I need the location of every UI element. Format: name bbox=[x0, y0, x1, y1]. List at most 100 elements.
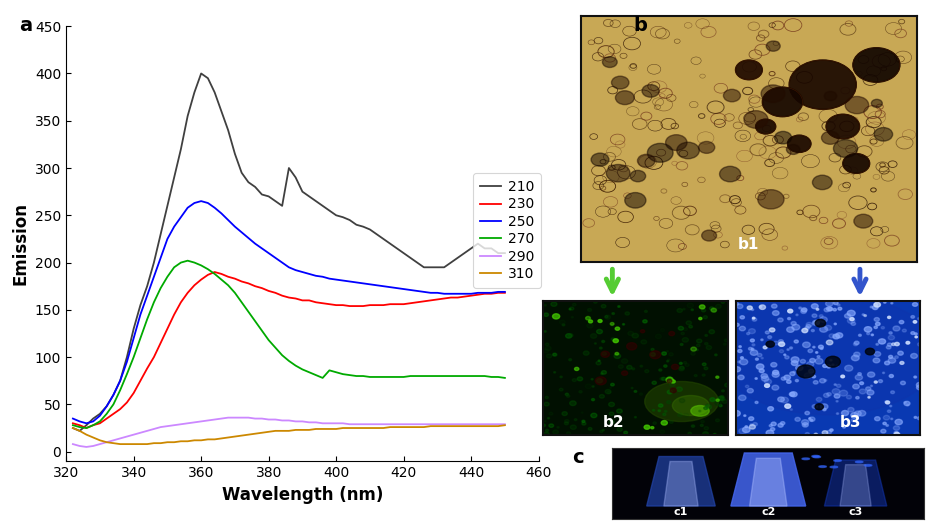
Circle shape bbox=[835, 384, 840, 387]
Circle shape bbox=[591, 153, 608, 166]
Circle shape bbox=[556, 427, 559, 428]
Circle shape bbox=[829, 466, 836, 468]
Circle shape bbox=[832, 389, 839, 394]
Circle shape bbox=[826, 307, 832, 311]
Circle shape bbox=[666, 390, 671, 394]
Circle shape bbox=[690, 352, 695, 355]
Circle shape bbox=[772, 341, 778, 345]
Circle shape bbox=[751, 318, 756, 321]
Circle shape bbox=[771, 372, 779, 377]
Circle shape bbox=[823, 379, 826, 381]
Circle shape bbox=[822, 364, 826, 367]
Circle shape bbox=[822, 408, 825, 411]
Circle shape bbox=[650, 348, 653, 351]
Circle shape bbox=[543, 349, 548, 353]
Circle shape bbox=[870, 334, 872, 336]
Circle shape bbox=[704, 334, 707, 336]
310 bbox=[67, 425, 78, 431]
Circle shape bbox=[888, 332, 891, 334]
Circle shape bbox=[777, 423, 783, 427]
Circle shape bbox=[884, 401, 887, 403]
Circle shape bbox=[581, 412, 582, 413]
Circle shape bbox=[701, 363, 705, 366]
Circle shape bbox=[712, 310, 716, 312]
Circle shape bbox=[826, 392, 831, 396]
Circle shape bbox=[657, 410, 660, 412]
Circle shape bbox=[543, 432, 548, 436]
Circle shape bbox=[686, 303, 693, 308]
Circle shape bbox=[824, 325, 831, 330]
Circle shape bbox=[785, 145, 800, 155]
Circle shape bbox=[801, 342, 809, 347]
Circle shape bbox=[559, 376, 562, 378]
Circle shape bbox=[828, 334, 834, 338]
Circle shape bbox=[744, 426, 747, 428]
Circle shape bbox=[570, 316, 573, 318]
Circle shape bbox=[788, 392, 794, 396]
Circle shape bbox=[666, 351, 667, 352]
Circle shape bbox=[850, 412, 857, 418]
Circle shape bbox=[873, 127, 892, 141]
Circle shape bbox=[553, 372, 555, 373]
Circle shape bbox=[738, 395, 745, 400]
Circle shape bbox=[769, 428, 774, 431]
Circle shape bbox=[623, 431, 627, 434]
Circle shape bbox=[696, 344, 700, 347]
Circle shape bbox=[844, 314, 850, 318]
Circle shape bbox=[601, 352, 606, 355]
Text: a: a bbox=[19, 16, 32, 35]
Circle shape bbox=[607, 391, 610, 394]
Circle shape bbox=[764, 384, 768, 387]
Circle shape bbox=[824, 356, 839, 367]
Circle shape bbox=[683, 413, 688, 417]
Circle shape bbox=[703, 367, 707, 370]
Circle shape bbox=[813, 380, 818, 384]
Circle shape bbox=[750, 350, 757, 355]
230 bbox=[485, 291, 497, 297]
Circle shape bbox=[865, 348, 873, 355]
Circle shape bbox=[764, 379, 770, 384]
Circle shape bbox=[804, 411, 809, 414]
Circle shape bbox=[683, 362, 686, 364]
Circle shape bbox=[588, 320, 592, 323]
Circle shape bbox=[875, 343, 878, 345]
Circle shape bbox=[616, 428, 622, 431]
Circle shape bbox=[808, 417, 814, 421]
Circle shape bbox=[678, 326, 683, 330]
Circle shape bbox=[652, 422, 656, 424]
250 bbox=[485, 290, 497, 296]
Circle shape bbox=[737, 375, 743, 380]
Circle shape bbox=[905, 342, 909, 344]
Circle shape bbox=[595, 377, 606, 385]
Circle shape bbox=[676, 309, 682, 312]
Circle shape bbox=[598, 395, 604, 398]
Circle shape bbox=[668, 382, 675, 386]
Circle shape bbox=[615, 327, 619, 330]
Circle shape bbox=[762, 346, 766, 349]
Circle shape bbox=[715, 401, 720, 406]
Circle shape bbox=[690, 309, 693, 311]
Circle shape bbox=[548, 424, 553, 428]
Circle shape bbox=[804, 326, 808, 330]
Line: 290: 290 bbox=[73, 418, 504, 447]
Circle shape bbox=[768, 424, 771, 427]
Text: b3: b3 bbox=[839, 414, 860, 430]
Circle shape bbox=[770, 422, 775, 426]
Text: c2: c2 bbox=[760, 507, 775, 517]
Circle shape bbox=[718, 166, 740, 182]
Circle shape bbox=[704, 343, 707, 345]
Circle shape bbox=[825, 340, 832, 345]
Circle shape bbox=[748, 417, 753, 420]
290 bbox=[303, 419, 314, 425]
Circle shape bbox=[760, 357, 763, 359]
Circle shape bbox=[716, 399, 718, 401]
270 bbox=[262, 337, 274, 343]
Circle shape bbox=[734, 323, 738, 326]
Circle shape bbox=[718, 405, 721, 407]
Circle shape bbox=[644, 310, 647, 312]
270 bbox=[451, 373, 463, 379]
Circle shape bbox=[786, 349, 788, 351]
Circle shape bbox=[805, 324, 810, 328]
Circle shape bbox=[572, 378, 576, 381]
310 bbox=[256, 430, 267, 436]
